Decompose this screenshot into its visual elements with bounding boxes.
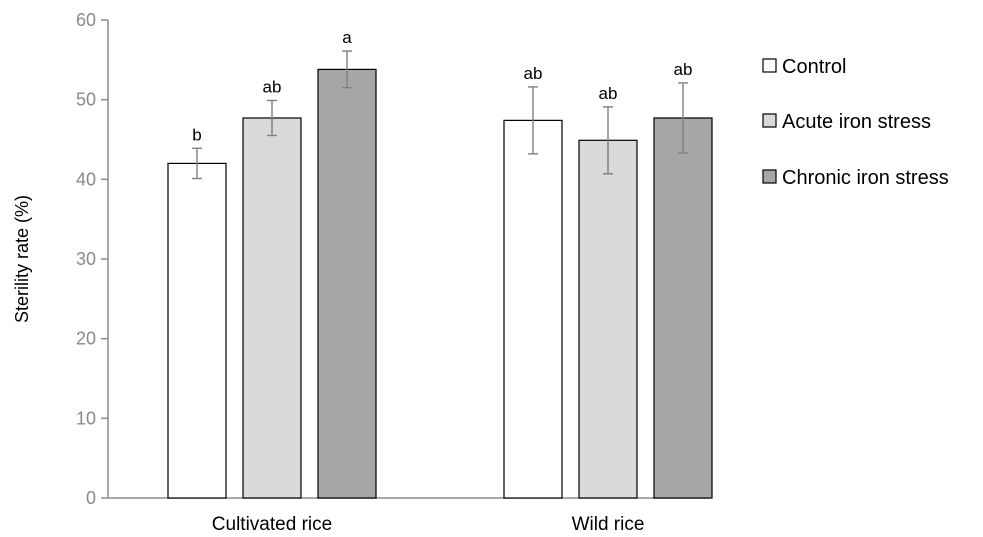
legend-label: Chronic iron stress [782, 167, 949, 189]
x-category-label: Wild rice [572, 514, 645, 535]
significance-label: ab [524, 64, 543, 83]
significance-label: ab [263, 77, 282, 96]
y-tick-label: 0 [86, 488, 96, 508]
significance-label: a [342, 28, 352, 47]
y-tick-label: 30 [76, 249, 96, 269]
bars-group: b ab a ab ab ab [167, 28, 713, 499]
legend-swatch [762, 169, 777, 184]
y-axis-title: Sterility rate (%) [12, 195, 32, 323]
legend-label: Acute iron stress [782, 111, 931, 133]
y-tick-label: 10 [76, 408, 96, 428]
legend-swatch [762, 113, 777, 128]
x-axis-labels: Cultivated rice Wild rice [212, 514, 645, 535]
significance-label: b [192, 125, 201, 144]
bar [503, 119, 563, 499]
x-category-label: Cultivated rice [212, 514, 332, 535]
bar [653, 117, 713, 499]
legend-label: Control [782, 56, 846, 78]
legend-swatch [762, 58, 777, 73]
y-tick-label: 40 [76, 169, 96, 189]
significance-label: ab [599, 84, 618, 103]
bar [167, 162, 227, 499]
significance-label: ab [674, 60, 693, 79]
bar [317, 68, 377, 499]
y-tick-label: 60 [76, 10, 96, 30]
legend: Control Acute iron stress Chronic iron str… [762, 56, 949, 189]
bar [242, 117, 302, 499]
y-axis-ticks: 0 10 20 30 40 50 60 [76, 10, 108, 508]
y-tick-label: 20 [76, 329, 96, 349]
bar [578, 139, 638, 499]
y-tick-label: 50 [76, 90, 96, 110]
